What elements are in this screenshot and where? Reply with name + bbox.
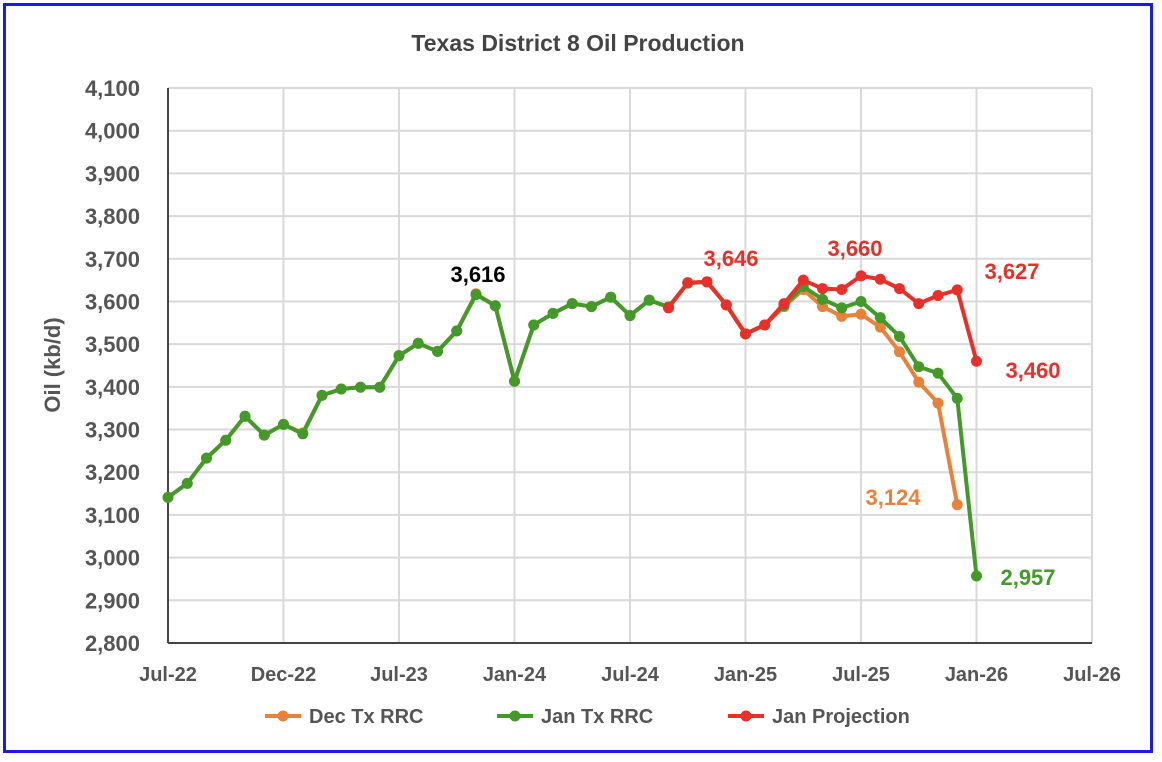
annotation-3646: 3,646 xyxy=(703,246,758,271)
data-point xyxy=(855,270,867,282)
data-point xyxy=(624,310,636,322)
data-point xyxy=(951,284,963,296)
x-tick-label: Jan-26 xyxy=(945,664,1008,686)
legend-label: Jan Projection xyxy=(772,706,910,728)
data-point xyxy=(971,355,982,367)
y-tick-label: 2,800 xyxy=(85,631,140,656)
data-point xyxy=(528,319,540,331)
data-point xyxy=(836,310,848,322)
x-tick-label: Jul-22 xyxy=(139,664,197,686)
data-point xyxy=(451,325,463,337)
legend-label: Dec Tx RRC xyxy=(309,706,423,728)
data-point xyxy=(355,381,366,393)
y-tick-label: 3,800 xyxy=(85,204,140,229)
annotation-2957: 2,957 xyxy=(1000,565,1055,590)
data-point xyxy=(239,410,251,422)
y-tick-label: 4,000 xyxy=(85,119,140,144)
y-axis-title: Oil (kb/d) xyxy=(40,317,65,412)
data-point xyxy=(297,428,309,440)
data-point xyxy=(181,477,193,489)
data-point xyxy=(874,321,886,333)
y-tick-label: 2,900 xyxy=(85,588,140,613)
data-point xyxy=(470,289,482,301)
data-point xyxy=(278,418,289,430)
data-point xyxy=(894,330,905,342)
y-tick-label: 3,100 xyxy=(85,503,140,528)
data-point xyxy=(836,302,848,314)
data-point xyxy=(605,291,617,303)
x-tick-label: Jul-23 xyxy=(370,664,428,686)
legend-label: Jan Tx RRC xyxy=(541,706,653,728)
y-tick-label: 3,600 xyxy=(85,289,140,314)
data-point xyxy=(720,299,732,311)
data-point xyxy=(894,283,905,295)
data-point xyxy=(335,383,347,395)
data-point xyxy=(874,273,886,285)
y-tick-label: 3,500 xyxy=(85,332,140,357)
data-point xyxy=(836,284,848,296)
y-tick-label: 4,100 xyxy=(85,76,140,101)
data-point xyxy=(740,328,751,340)
x-tick-label: Jan-24 xyxy=(483,664,547,686)
y-tick-label: 3,400 xyxy=(85,375,140,400)
y-tick-label: 3,900 xyxy=(85,161,140,186)
annotation-3627: 3,627 xyxy=(984,259,1039,284)
data-point xyxy=(778,298,790,310)
data-point xyxy=(393,350,405,362)
y-tick-label: 3,200 xyxy=(85,460,140,485)
data-point xyxy=(894,346,905,358)
data-point xyxy=(855,308,867,320)
y-tick-label: 3,700 xyxy=(85,247,140,272)
data-point xyxy=(913,361,925,373)
data-point xyxy=(162,491,174,503)
legend-marker xyxy=(740,710,752,722)
data-point xyxy=(643,294,655,306)
data-point xyxy=(586,301,597,313)
data-point xyxy=(509,375,520,387)
y-tick-label: 3,000 xyxy=(85,546,140,571)
data-point xyxy=(913,298,925,310)
data-point xyxy=(817,293,828,305)
chart-frame xyxy=(3,3,1153,753)
x-tick-label: Jul-26 xyxy=(1063,664,1121,686)
data-point xyxy=(220,434,232,446)
data-point xyxy=(412,337,424,349)
data-point xyxy=(682,277,694,289)
legend-marker xyxy=(277,710,289,722)
data-point xyxy=(489,300,501,312)
y-tick-label: 3,300 xyxy=(85,418,140,443)
data-point xyxy=(201,452,212,464)
data-point xyxy=(701,276,713,288)
data-point xyxy=(759,319,771,331)
annotation-3660: 3,660 xyxy=(827,236,882,261)
data-point xyxy=(874,312,886,324)
x-tick-label: Jan-25 xyxy=(714,664,777,686)
data-point xyxy=(797,274,809,286)
data-point xyxy=(566,298,578,310)
data-point xyxy=(932,397,944,409)
data-point xyxy=(258,429,270,441)
annotation-3124: 3,124 xyxy=(865,485,921,510)
data-point xyxy=(316,389,328,401)
data-point xyxy=(932,289,944,301)
x-tick-label: Jul-24 xyxy=(601,664,660,686)
data-point xyxy=(663,302,674,314)
x-tick-label: Jul-25 xyxy=(832,664,890,686)
data-point xyxy=(932,367,944,379)
annotation-peak-3616: 3,616 xyxy=(450,262,505,287)
data-point xyxy=(855,295,867,307)
data-point xyxy=(432,345,443,357)
data-point xyxy=(951,499,963,511)
legend-marker xyxy=(509,710,521,722)
annotation-3460: 3,460 xyxy=(1005,358,1060,383)
data-point xyxy=(971,570,982,582)
data-point xyxy=(913,376,925,388)
chart-title: Texas District 8 Oil Production xyxy=(411,30,744,56)
x-tick-label: Dec-22 xyxy=(251,664,317,686)
data-point xyxy=(951,392,963,404)
data-point xyxy=(817,283,828,295)
data-point xyxy=(374,381,386,393)
data-point xyxy=(547,307,559,319)
